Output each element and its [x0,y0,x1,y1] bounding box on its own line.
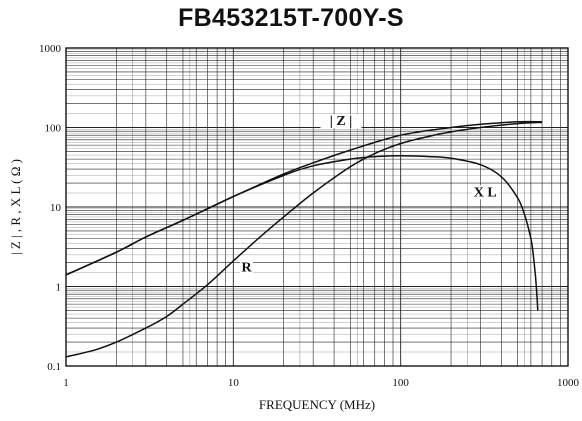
plot-frame [65,47,569,367]
curve-label-background [471,185,499,200]
x-tick-label: 100 [392,377,409,389]
y-tick-label: 1000 [39,43,62,55]
curve-label: X L [474,185,497,200]
series-z-line [65,120,543,276]
y-tick-label: 0.1 [47,361,61,373]
y-tick-label: 1 [56,282,62,294]
y-tick-label: 10 [50,202,62,214]
curve-label-background [320,114,362,129]
x-tick-label: 10 [228,377,240,389]
x-tick-label: 1 [63,377,69,389]
chart-title: FB453215T-700Y-S [178,4,404,32]
curve-label-background [240,260,254,275]
series-x-l-line [65,155,539,311]
series-r-line [65,121,543,358]
y-axis-label: | Z | , R , X L ( Ω ) [8,159,23,255]
curve-label: | Z | [330,114,353,129]
curve-label: R [242,260,253,275]
x-tick-label: 1000 [557,377,580,389]
y-tick-label: 100 [45,123,62,135]
x-axis-label: FREQUENCY (MHz) [259,397,375,412]
